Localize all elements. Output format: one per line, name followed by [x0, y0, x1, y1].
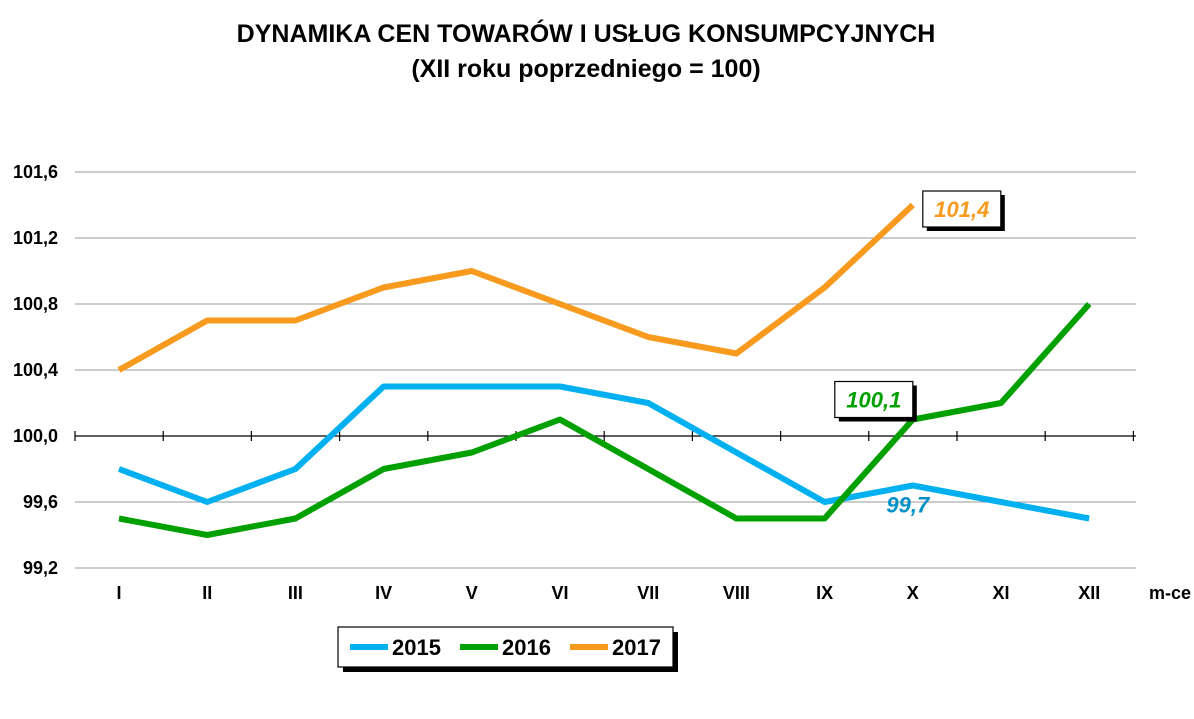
- x-tick-label: XII: [1078, 583, 1100, 603]
- x-tick-label: VI: [551, 583, 568, 603]
- x-tick-label: III: [288, 583, 303, 603]
- y-tick-label: 100,0: [13, 426, 58, 446]
- x-tick-label: IV: [375, 583, 392, 603]
- y-axis-tick-labels: 99,2 99,6 100,0 100,4 100,8 101,2 101,6: [13, 162, 58, 578]
- annotation-label-2016: 100,1: [846, 388, 901, 413]
- chart-title: DYNAMIKA CEN TOWARÓW I USŁUG KONSUMPCYJN…: [237, 18, 936, 48]
- x-tick-label: II: [202, 583, 212, 603]
- legend-label-2017: 2017: [612, 635, 661, 660]
- legend: 2015 2016 2017: [337, 626, 678, 672]
- x-tick-label: VII: [637, 583, 659, 603]
- series-line-2015: [117, 383, 1090, 522]
- y-tick-label: 101,6: [13, 162, 58, 182]
- data-annotations: 101,4 100,1 99,7: [834, 190, 1005, 518]
- annotation-box: [922, 190, 1002, 228]
- annotation-label-2017: 101,4: [934, 197, 989, 222]
- chart-subtitle: (XII roku poprzedniego = 100): [411, 55, 760, 83]
- legend-label-2016: 2016: [502, 635, 551, 660]
- x-tick-label: V: [466, 583, 478, 603]
- x-tick-label: I: [116, 583, 121, 603]
- y-tick-label: 100,4: [13, 360, 58, 380]
- y-tick-label: 99,6: [23, 492, 58, 512]
- y-tick-label: 100,8: [13, 294, 58, 314]
- y-tick-label: 101,2: [13, 228, 58, 248]
- legend-box: [337, 626, 674, 668]
- y-tick-label: 99,2: [23, 558, 58, 578]
- x-tick-label: IX: [816, 583, 833, 603]
- annotation-label-2015: 99,7: [886, 493, 931, 518]
- series-line-2017: [117, 202, 915, 373]
- annotation-box: [834, 380, 914, 419]
- x-tick-label: XI: [992, 583, 1009, 603]
- legend-label-2015: 2015: [392, 635, 441, 660]
- x-axis-label: m-ce: [1149, 583, 1191, 603]
- gridlines: [75, 171, 1136, 569]
- x-axis: [74, 431, 1136, 441]
- series-line-2016: [118, 302, 1092, 538]
- x-axis-tick-labels: I II III IV V VI VII VIII IX X XI XII: [116, 583, 1100, 603]
- x-tick-label: X: [907, 583, 919, 603]
- x-tick-label: VIII: [723, 583, 750, 603]
- series-lines: [117, 202, 1092, 538]
